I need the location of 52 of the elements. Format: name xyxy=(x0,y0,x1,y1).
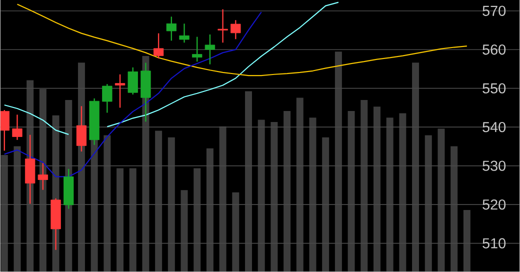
bar xyxy=(14,146,21,272)
y-tick-label: 550 xyxy=(482,83,506,94)
candlestick xyxy=(179,23,190,44)
bar xyxy=(232,192,240,272)
bar xyxy=(360,100,368,272)
bar xyxy=(270,122,278,272)
candlestick xyxy=(114,74,126,109)
bar xyxy=(373,106,380,272)
bar xyxy=(168,138,175,272)
bar xyxy=(348,111,355,272)
bar xyxy=(438,128,445,272)
y-tick-label: 540 xyxy=(482,122,506,132)
bar xyxy=(129,168,136,272)
bar xyxy=(219,126,226,272)
candlestick xyxy=(153,32,164,60)
candlestick xyxy=(12,114,22,141)
y-tick-label: 520 xyxy=(482,200,506,210)
y-tick-label: 570 xyxy=(482,6,506,16)
bar xyxy=(412,62,420,272)
bar xyxy=(386,118,394,272)
candlestick xyxy=(204,34,216,66)
candlestick xyxy=(0,110,10,152)
line-series xyxy=(4,12,262,178)
bar xyxy=(296,98,304,272)
bar xyxy=(116,168,124,272)
bar xyxy=(245,91,252,272)
bar xyxy=(104,135,111,272)
bar xyxy=(322,138,330,272)
y-tick-label: 560 xyxy=(482,44,506,55)
candlestick xyxy=(230,20,241,40)
bar xyxy=(180,190,188,272)
bar xyxy=(424,135,432,272)
bar xyxy=(155,130,162,272)
y-tick-label: 530 xyxy=(482,160,506,172)
candlestick xyxy=(102,84,112,114)
bar xyxy=(334,52,342,272)
bar xyxy=(450,146,458,272)
bar xyxy=(258,120,265,272)
candlestick xyxy=(192,36,202,62)
candlestick xyxy=(38,162,48,191)
y-tick-label: 510 xyxy=(482,238,506,249)
bar xyxy=(399,113,406,272)
candlestick xyxy=(218,8,228,44)
bar xyxy=(463,210,470,272)
bar xyxy=(309,118,316,272)
candlestick xyxy=(166,16,176,42)
candlestick xyxy=(128,67,138,96)
bar xyxy=(206,148,214,272)
bar xyxy=(0,155,8,272)
candlestick xyxy=(76,106,87,152)
bar xyxy=(194,168,201,272)
bar xyxy=(284,111,291,272)
